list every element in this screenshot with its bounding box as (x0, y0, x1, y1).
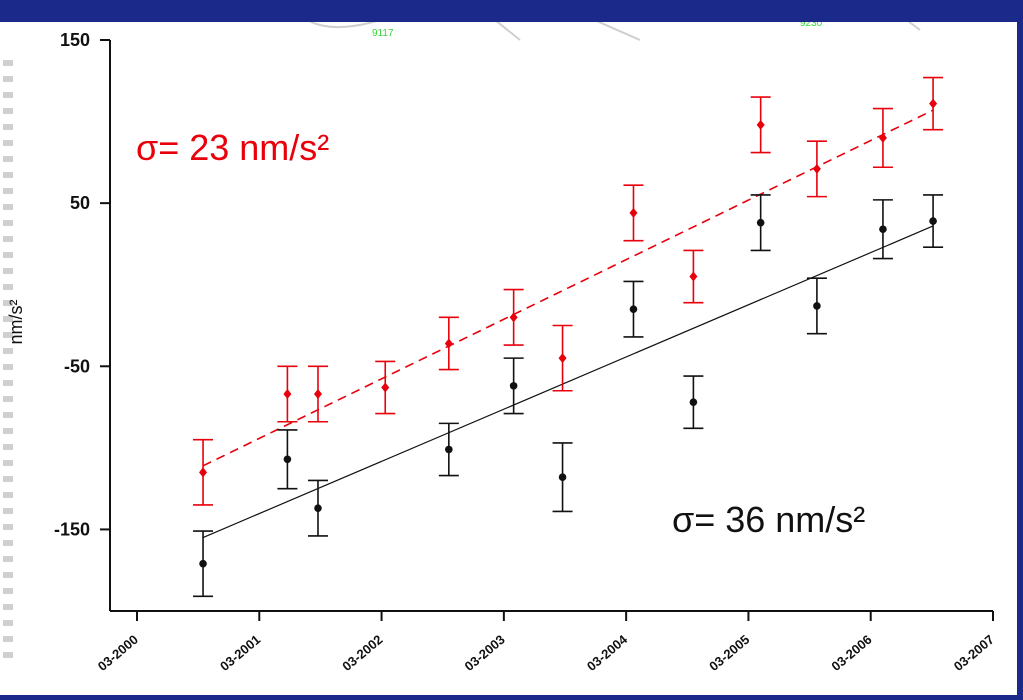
data-point (509, 312, 518, 323)
data-point (283, 455, 292, 464)
series-red (193, 76, 944, 506)
data-series (193, 76, 944, 598)
data-point (879, 225, 887, 234)
data-point (629, 305, 638, 313)
y-axis-label: nm/s² (6, 299, 26, 344)
data-point (283, 389, 292, 400)
data-point (929, 217, 937, 225)
data-point (445, 445, 453, 454)
data-point (929, 98, 938, 109)
series-black (193, 194, 944, 598)
y-axis-ticks: 150 50 -50 -150 (54, 30, 110, 539)
data-point (558, 473, 567, 482)
data-point (509, 382, 518, 390)
data-point (756, 119, 765, 130)
y-tick-label: 150 (60, 30, 90, 50)
data-point (689, 398, 698, 406)
fit-line-red (202, 109, 934, 467)
right-edge-bar (1017, 22, 1023, 695)
data-point (314, 504, 322, 513)
data-point (756, 218, 765, 227)
background-label: 9117 (372, 28, 394, 39)
y-tick-label: 50 (70, 193, 90, 213)
background-label: 9230 (800, 18, 823, 29)
y-tick-label: -150 (54, 519, 90, 539)
data-point (199, 467, 208, 478)
data-point (313, 389, 322, 400)
data-point (689, 271, 698, 282)
data-point (813, 302, 821, 310)
red-sigma-annotation: σ= 23 nm/s² (136, 127, 329, 168)
data-point (558, 353, 567, 364)
data-point (199, 559, 207, 568)
y-tick-label: -50 (64, 356, 90, 376)
data-point (812, 163, 821, 174)
data-point (878, 132, 887, 143)
data-point (444, 338, 453, 349)
top-bar (0, 0, 1023, 22)
data-point (629, 207, 638, 218)
black-sigma-annotation: σ= 36 nm/s² (672, 499, 865, 540)
background-labels: 9117 9230 (372, 18, 823, 39)
data-point (381, 382, 390, 393)
